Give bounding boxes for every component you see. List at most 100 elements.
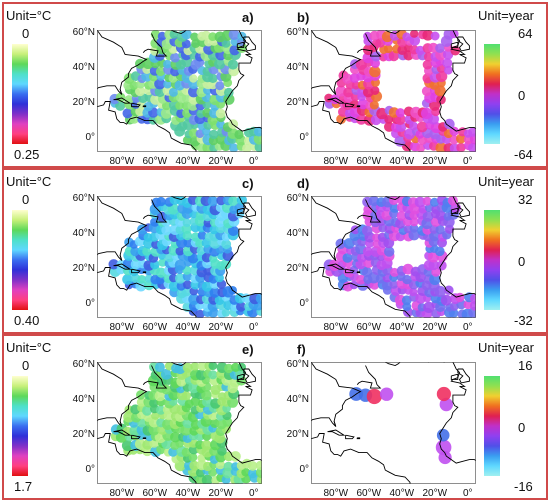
panel-label: d) <box>297 176 310 191</box>
lon-tick-label: 40°W <box>175 488 201 499</box>
lat-tick-label: 60°N <box>286 27 309 39</box>
colorbar-left <box>12 210 28 310</box>
lon-tick-label: 80°W <box>109 156 135 167</box>
coastline <box>236 207 245 214</box>
lon-tick-label: 80°W <box>109 488 135 499</box>
lat-tick-label: 40°N <box>286 228 309 240</box>
coastline <box>356 105 361 108</box>
coastline <box>119 89 123 95</box>
coastline <box>225 196 262 298</box>
coastline <box>243 36 256 52</box>
coastline <box>356 365 382 389</box>
coastline <box>225 30 262 132</box>
coastline <box>450 373 459 380</box>
lon-tick-label: 60°W <box>142 156 168 167</box>
colorbar-bottom-label-left: 1.7 <box>14 479 33 494</box>
colorbar-mid-label-right: 0 <box>518 254 526 269</box>
colorbar-right <box>484 210 500 310</box>
coastline <box>439 30 476 132</box>
lat-tick-label: 20°N <box>286 263 309 275</box>
coastline <box>243 202 256 218</box>
coastline <box>236 373 245 380</box>
lon-tick-label: 40°W <box>389 156 415 167</box>
coastline <box>142 105 147 108</box>
lat-tick-label: 40°N <box>286 62 309 74</box>
unit-label-right: Unit=year <box>478 174 534 189</box>
panel-label: b) <box>297 10 310 25</box>
map-panel-left <box>97 362 262 484</box>
lat-tick-label: 0° <box>299 464 309 476</box>
lon-tick-label: 0° <box>248 322 259 333</box>
coastline <box>113 263 132 270</box>
lon-tick-label: 20°W <box>422 156 448 167</box>
lon-tick-label: 20°W <box>422 488 448 499</box>
unit-label-right: Unit=year <box>478 8 534 23</box>
data-field <box>349 386 453 465</box>
lat-tick-label: 0° <box>299 132 309 144</box>
coastline <box>345 102 355 108</box>
colorbar-top-label-left: 0 <box>22 358 30 373</box>
coastline <box>385 30 401 34</box>
coastline <box>142 365 168 389</box>
coastline <box>131 434 141 440</box>
lat-tick-label: 0° <box>85 464 95 476</box>
lon-tick-label: 0° <box>462 156 473 167</box>
coastline <box>345 268 355 274</box>
coastline <box>113 97 132 104</box>
lon-tick-label: 0° <box>462 488 473 499</box>
colorbar-top-label-right: 64 <box>518 26 533 41</box>
lon-tick-label: 20°W <box>208 156 234 167</box>
coastline <box>439 196 476 298</box>
coastline <box>457 368 470 384</box>
coastline <box>119 421 123 427</box>
coastline <box>97 362 197 484</box>
coastline <box>142 271 147 274</box>
lon-tick-label: 80°W <box>323 322 349 333</box>
coastline <box>356 271 361 274</box>
map-panel-right <box>311 196 476 318</box>
lat-tick-label: 40°N <box>72 228 95 240</box>
lat-tick-label: 60°N <box>72 359 95 371</box>
lat-tick-label: 20°N <box>72 429 95 441</box>
coastline <box>327 429 346 436</box>
coastline <box>311 30 411 152</box>
data-field <box>108 196 262 318</box>
coastline <box>356 437 361 440</box>
coastline <box>356 33 382 57</box>
data-field <box>323 196 476 318</box>
lon-tick-label: 60°W <box>142 488 168 499</box>
lon-tick-label: 40°W <box>175 156 201 167</box>
lon-tick-label: 20°W <box>422 322 448 333</box>
colorbar-right <box>484 376 500 476</box>
lon-tick-label: 40°W <box>175 322 201 333</box>
coastline <box>356 199 382 223</box>
coastline <box>311 362 411 484</box>
data-field <box>109 30 262 152</box>
lat-tick-label: 60°N <box>72 193 95 205</box>
coastline <box>450 207 459 214</box>
lat-tick-label: 60°N <box>286 359 309 371</box>
lon-tick-label: 80°W <box>323 156 349 167</box>
map-panel-right <box>311 362 476 484</box>
lon-tick-label: 60°W <box>356 156 382 167</box>
coastline <box>142 199 168 223</box>
coastline <box>439 362 476 464</box>
lat-tick-label: 40°N <box>72 62 95 74</box>
coastline <box>113 429 132 436</box>
coastline <box>131 102 141 108</box>
lon-tick-label: 20°W <box>208 488 234 499</box>
coastline <box>327 263 346 270</box>
colorbar-bottom-label-left: 0.25 <box>14 147 40 162</box>
map-panel-right <box>311 30 476 152</box>
coastline <box>142 437 147 440</box>
coastline <box>171 30 187 34</box>
coastline <box>225 362 262 464</box>
lat-tick-label: 20°N <box>72 97 95 109</box>
coastline <box>333 255 337 261</box>
lon-tick-label: 60°W <box>142 322 168 333</box>
coastline <box>236 41 245 48</box>
lat-tick-label: 60°N <box>286 193 309 205</box>
lon-tick-label: 80°W <box>109 322 135 333</box>
coastline <box>97 196 197 318</box>
